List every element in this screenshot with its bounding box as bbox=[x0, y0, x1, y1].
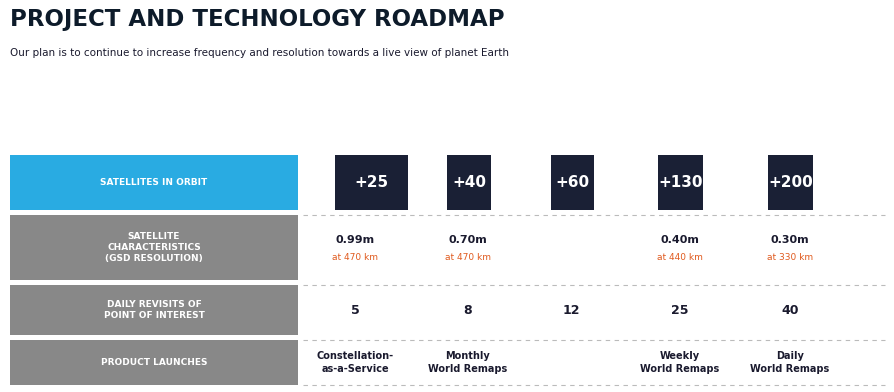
Bar bbox=[10, 155, 298, 210]
Text: SATELLITES IN ORBIT: SATELLITES IN ORBIT bbox=[100, 178, 207, 187]
Text: +130: +130 bbox=[657, 175, 702, 190]
Text: PROJECT AND TECHNOLOGY ROADMAP: PROJECT AND TECHNOLOGY ROADMAP bbox=[10, 8, 504, 31]
Text: SATELLITE
CHARACTERISTICS
(GSD RESOLUTION): SATELLITE CHARACTERISTICS (GSD RESOLUTIO… bbox=[105, 232, 203, 263]
Bar bbox=[334, 155, 408, 210]
Text: at 440 km: at 440 km bbox=[656, 253, 702, 262]
Bar bbox=[551, 155, 594, 210]
Bar bbox=[10, 340, 298, 385]
Text: 0.40m: 0.40m bbox=[660, 234, 698, 245]
Text: at 470 km: at 470 km bbox=[332, 253, 377, 262]
Text: Daily
World Remaps: Daily World Remaps bbox=[749, 351, 829, 374]
Text: Weekly
World Remaps: Weekly World Remaps bbox=[640, 351, 719, 374]
Text: +40: +40 bbox=[451, 175, 485, 190]
Text: 8: 8 bbox=[463, 303, 472, 316]
Bar bbox=[446, 155, 491, 210]
Text: 12: 12 bbox=[561, 303, 579, 316]
Text: Constellation-
as-a-Service: Constellation- as-a-Service bbox=[316, 351, 393, 374]
Text: 5: 5 bbox=[350, 303, 359, 316]
Bar bbox=[767, 155, 812, 210]
Bar bbox=[10, 215, 298, 280]
Text: +25: +25 bbox=[354, 175, 388, 190]
Bar bbox=[657, 155, 702, 210]
Text: at 470 km: at 470 km bbox=[444, 253, 491, 262]
Text: +200: +200 bbox=[767, 175, 812, 190]
Text: 0.99m: 0.99m bbox=[335, 234, 375, 245]
Bar bbox=[10, 285, 298, 335]
Text: at 330 km: at 330 km bbox=[766, 253, 812, 262]
Text: +60: +60 bbox=[555, 175, 589, 190]
Text: Our plan is to continue to increase frequency and resolution towards a live view: Our plan is to continue to increase freq… bbox=[10, 48, 509, 58]
Text: 0.70m: 0.70m bbox=[448, 234, 487, 245]
Text: DAILY REVISITS OF
POINT OF INTEREST: DAILY REVISITS OF POINT OF INTEREST bbox=[104, 300, 204, 320]
Text: PRODUCT LAUNCHES: PRODUCT LAUNCHES bbox=[101, 358, 207, 367]
Text: 25: 25 bbox=[670, 303, 688, 316]
Text: Monthly
World Remaps: Monthly World Remaps bbox=[428, 351, 507, 374]
Text: 0.30m: 0.30m bbox=[770, 234, 808, 245]
Text: 40: 40 bbox=[780, 303, 797, 316]
